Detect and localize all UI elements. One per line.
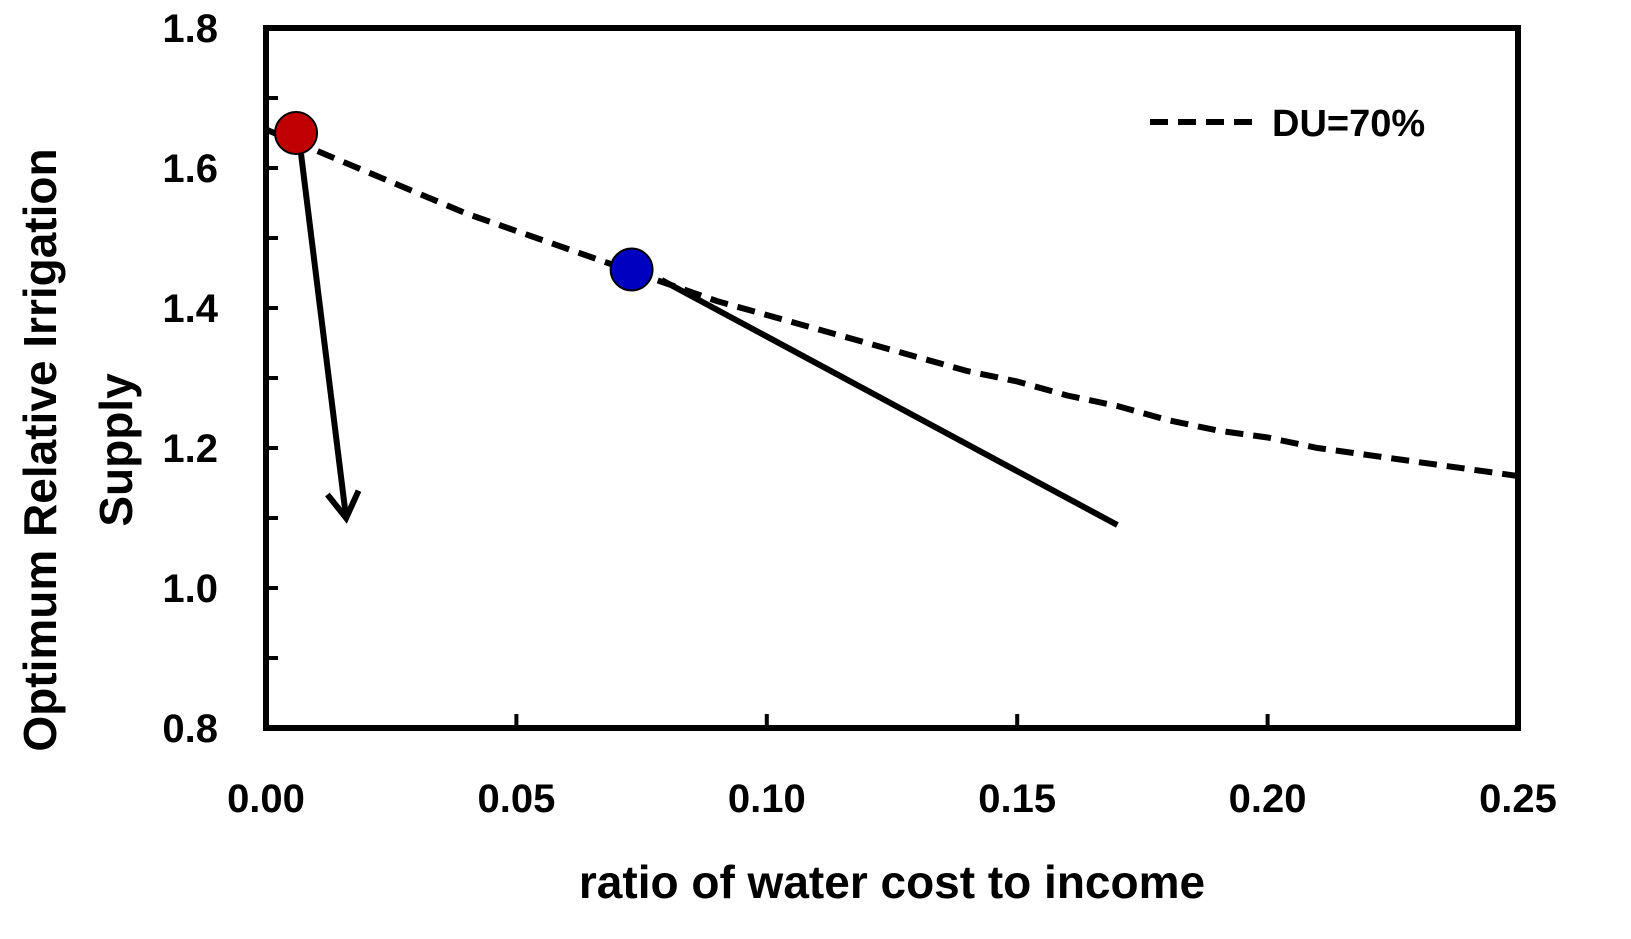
y-tick-label-4: 1.6: [162, 147, 218, 191]
x-tick-label-1: 0.05: [477, 777, 555, 821]
legend-label-du70: DU=70%: [1272, 103, 1425, 145]
annotation-layer: [298, 153, 1119, 528]
y-tick-label-0: 0.8: [162, 707, 218, 751]
arrow-from-red: [298, 153, 350, 519]
y-axis-title: Optimum Relative Irrigation Supply: [14, 148, 142, 751]
y-tick-label-3: 1.4: [162, 287, 218, 331]
legend: DU=70%: [1150, 103, 1425, 145]
marker-layer: [274, 111, 654, 292]
x-tick-label-2: 0.10: [728, 777, 806, 821]
x-tick-label-5: 0.25: [1479, 777, 1557, 821]
x-axis-ticks: 0.00 0.05 0.10 0.15 0.20 0.25: [227, 714, 1557, 821]
x-tick-label-3: 0.15: [978, 777, 1056, 821]
marker-red-point: [274, 111, 319, 155]
y-axis-ticks: 0.8 1.0 1.2 1.4 1.6 1.8: [162, 7, 278, 751]
arrow-from-red-head: [325, 489, 362, 524]
x-tick-label-4: 0.20: [1229, 777, 1307, 821]
y-tick-label-2: 1.2: [162, 427, 218, 471]
x-axis-title: ratio of water cost to income: [579, 856, 1205, 908]
y-axis-title-line-1: Optimum Relative Irrigation: [14, 148, 66, 751]
marker-blue-point: [609, 247, 654, 292]
y-tick-label-5: 1.8: [162, 7, 218, 51]
y-axis-title-line-2: Supply: [90, 373, 142, 527]
series-line-0: [266, 126, 1518, 479]
line-from-blue: [660, 277, 1119, 528]
x-tick-label-0: 0.00: [227, 777, 305, 821]
series-layer: [266, 126, 1518, 479]
y-tick-label-1: 1.0: [162, 567, 218, 611]
